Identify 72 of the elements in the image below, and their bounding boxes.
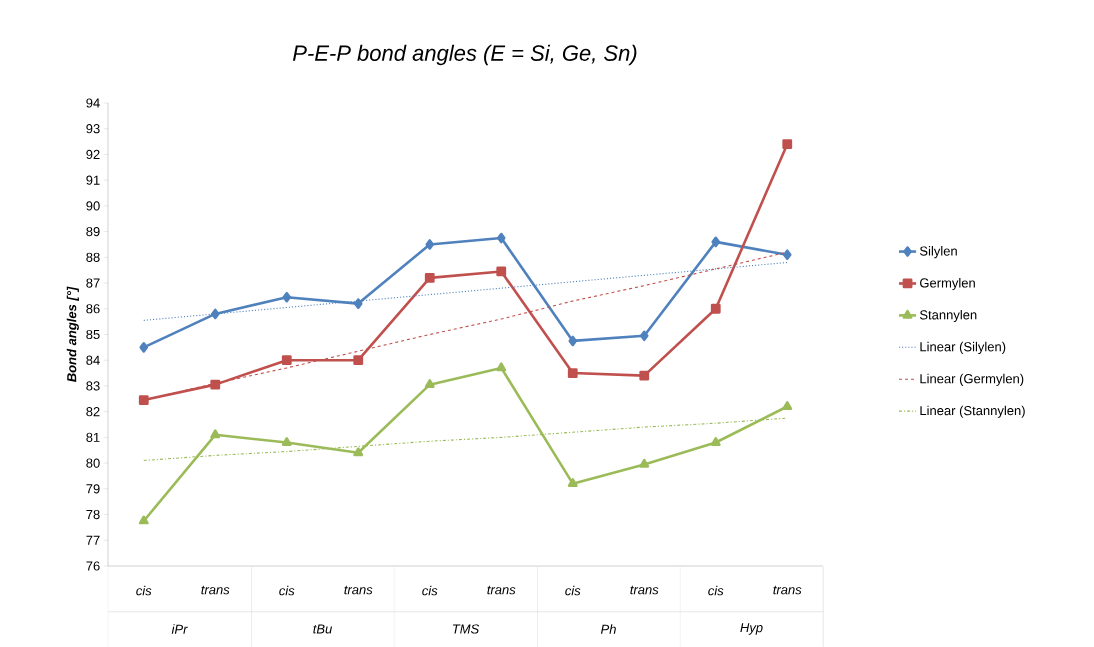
legend-label: Linear (Silylen) xyxy=(920,341,1006,354)
point xyxy=(496,232,506,244)
text: Ph xyxy=(600,624,616,634)
point xyxy=(567,368,578,378)
text: iPr xyxy=(171,624,188,634)
y-tick-label: 94 xyxy=(86,98,100,108)
point xyxy=(139,342,149,353)
point xyxy=(711,236,721,248)
y-axis-title: Bond angles [°] xyxy=(66,286,79,382)
point xyxy=(210,429,221,439)
x-tick-label: cis xyxy=(422,585,438,596)
text: tBu xyxy=(313,624,332,634)
x-tick-label: cis xyxy=(279,585,295,596)
point xyxy=(496,266,507,277)
x-tick-label: trans xyxy=(630,585,659,595)
point xyxy=(210,379,221,390)
point xyxy=(138,395,149,405)
point xyxy=(424,273,435,283)
y-tick-label: 86 xyxy=(86,304,100,314)
point xyxy=(353,355,364,366)
y-tick-label: 84 xyxy=(86,355,100,365)
y-tick-label: 78 xyxy=(86,509,100,520)
y-tick-label: 79 xyxy=(86,484,100,494)
y-tick-label: 87 xyxy=(86,278,100,288)
point xyxy=(639,370,650,381)
point xyxy=(496,362,507,372)
point xyxy=(353,298,363,309)
point xyxy=(639,330,649,342)
point xyxy=(138,515,149,525)
y-tick-label: 91 xyxy=(86,175,100,185)
point xyxy=(782,249,792,261)
legend-label: Linear (Germylen) xyxy=(920,373,1024,386)
y-tick-label: 81 xyxy=(86,432,100,442)
x-tick-label: cis xyxy=(708,585,724,596)
y-tick-label: 90 xyxy=(86,201,100,211)
point xyxy=(281,355,292,366)
point xyxy=(639,458,650,468)
legend-label: Silylen xyxy=(919,246,957,259)
y-tick-label: 77 xyxy=(86,535,100,545)
text: Hyp xyxy=(740,623,763,635)
point xyxy=(710,437,721,446)
y-tick-label: 93 xyxy=(86,124,100,134)
y-tick-label: 92 xyxy=(86,149,100,160)
y-tick-label: 76 xyxy=(86,561,100,571)
x-tick-label: trans xyxy=(201,585,230,595)
text: TMS xyxy=(452,624,480,634)
point xyxy=(424,379,435,389)
x-tick-label: trans xyxy=(773,585,802,595)
point xyxy=(281,437,292,446)
legend-label: Stannylen xyxy=(919,309,977,323)
y-tick-label: 82 xyxy=(86,407,100,417)
point xyxy=(710,303,721,314)
y-tick-label: 85 xyxy=(86,329,100,340)
point xyxy=(282,291,292,303)
point xyxy=(425,239,435,250)
point xyxy=(782,139,793,150)
point xyxy=(353,447,364,457)
x-tick-label: cis xyxy=(136,585,152,596)
point xyxy=(568,335,578,347)
y-tick-label: 88 xyxy=(86,252,100,262)
y-tick-label: 89 xyxy=(86,226,100,237)
x-tick-label: trans xyxy=(487,585,516,595)
legend-label: Germylen xyxy=(920,278,975,291)
point xyxy=(782,401,793,410)
x-tick-label: trans xyxy=(344,585,373,595)
y-tick-label: 80 xyxy=(86,458,100,468)
y-tick-label: 83 xyxy=(86,381,100,391)
point xyxy=(567,478,578,488)
legend-label: Linear (Stannylen) xyxy=(920,405,1025,418)
x-tick-label: cis xyxy=(565,585,581,596)
point xyxy=(210,308,220,320)
chart-title: P-E-P bond angles (E = Si, Ge, Sn) xyxy=(292,44,637,66)
